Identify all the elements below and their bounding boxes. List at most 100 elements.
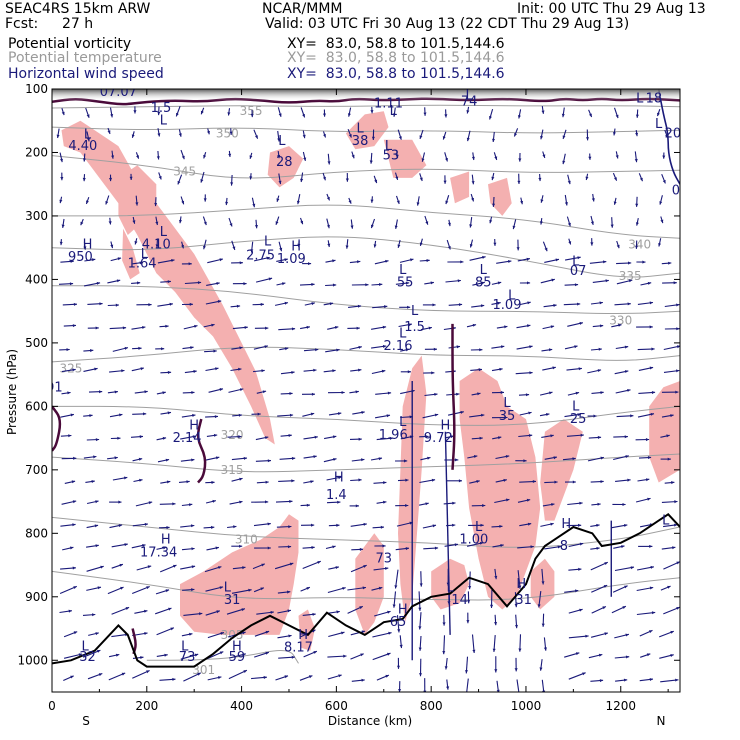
wind-arrow-head-282: [599, 324, 604, 328]
extremum-value-45: 25: [570, 412, 587, 427]
wind-arrow-head-638: [399, 644, 403, 649]
wind-arrow-head-670: [539, 667, 543, 671]
wind-arrow-head-99: [567, 180, 571, 185]
wind-arrow-head-545: [672, 546, 676, 550]
wind-arrow-head-487: [526, 498, 531, 502]
extremum-value-32: 85: [475, 276, 492, 291]
wind-arrow-head-112: [252, 203, 256, 208]
wind-arrow-head-559: [385, 567, 389, 570]
wind-arrow-head-388: [650, 412, 654, 416]
wind-arrow-head-427: [333, 458, 337, 461]
wind-arrow-head-246: [357, 304, 362, 308]
wind-arrow-head-488: [551, 503, 555, 506]
wind-arrow-head-430: [404, 459, 408, 463]
wind-arrow-head-547: [100, 565, 104, 569]
wind-arrow-head-475: [239, 500, 243, 504]
wind-arrow-head-23: [615, 114, 619, 119]
wind-arrow-head-521: [95, 544, 99, 548]
wind-arrow-head-456: [405, 478, 409, 482]
wind-arrow-head-191: [284, 258, 288, 262]
theta-contour-315: [52, 453, 680, 473]
extremum-value-62: 31: [224, 593, 241, 608]
wind-arrow-head-125: [564, 202, 568, 206]
wind-arrow-head-700: [649, 678, 653, 681]
wind-arrow-head-274: [408, 323, 412, 327]
wind-arrow-head-529: [287, 545, 292, 549]
field-2-name: Potential temperature: [8, 50, 162, 66]
wind-arrow-head-15: [423, 112, 427, 116]
wind-arrow-head-26: [56, 134, 60, 138]
wind-arrow-head-618: [541, 623, 545, 627]
wind-arrow-head-519: [674, 523, 678, 527]
wind-arrow-head-289: [138, 346, 142, 350]
wind-arrow-head-656: [219, 651, 224, 655]
pv-shade-region-11: [649, 381, 680, 483]
wind-arrow-head-14: [392, 113, 396, 117]
y-tick-label-500: 500: [25, 336, 48, 350]
theta-label-340: 340: [628, 238, 651, 252]
x-axis-title: Distance (km): [328, 714, 412, 728]
wind-arrow-head-350: [355, 390, 359, 394]
wind-arrow-head-209: [96, 281, 101, 285]
fcst-value: 27 h: [62, 16, 94, 32]
wind-arrow-head-25: [657, 112, 660, 117]
wind-arrow-head-649: [670, 630, 674, 634]
wind-arrow-shaft-640: [443, 635, 446, 655]
wind-arrow-head-137: [229, 223, 233, 227]
wind-arrow-head-94: [443, 180, 447, 184]
wind-arrow-head-89: [323, 176, 326, 181]
wind-arrow-head-368: [167, 411, 171, 415]
theta-contour-345: [52, 155, 680, 179]
wind-arrow-head-235: [99, 302, 103, 306]
wind-arrow-head-255: [577, 302, 581, 306]
wind-arrow-head-642: [492, 648, 496, 652]
wind-arrow-head-599: [92, 613, 96, 617]
wind-arrow-head-6: [200, 110, 204, 115]
wind-arrow-head-97: [517, 180, 521, 184]
wind-arrow-head-217: [282, 282, 286, 286]
wind-arrow-head-541: [579, 542, 584, 546]
wind-arrow-head-198: [460, 260, 464, 264]
wind-arrow-head-674: [646, 653, 651, 657]
wind-arrow-head-661: [343, 654, 347, 658]
theta-label-320: 320: [221, 428, 244, 442]
wind-arrow-head-342: [162, 391, 166, 395]
wind-arrow-head-360: [600, 391, 604, 395]
y-tick-label-400: 400: [25, 272, 48, 286]
wind-arrow-head-525: [191, 547, 195, 551]
wind-arrow-head-399: [288, 434, 292, 437]
wind-arrow-head-645: [585, 634, 589, 638]
wind-arrow-head-106: [105, 201, 109, 205]
wind-arrow-head-669: [514, 668, 518, 672]
wind-arrow-head-143: [370, 224, 374, 229]
extremum-value-15: 18: [646, 92, 663, 107]
wind-arrow-head-389: [670, 414, 674, 418]
wind-arrow-head-391: [95, 438, 100, 442]
plot-frame: [51, 88, 681, 693]
wind-arrow-head-375: [337, 412, 342, 416]
wind-arrow-head-686: [308, 675, 313, 679]
wind-arrow-head-320: [261, 369, 265, 373]
wind-arrow-head-157: [83, 246, 87, 250]
wind-arrow-head-606: [270, 610, 274, 614]
wind-arrow-head-223: [430, 281, 434, 285]
wind-arrow-head-332: [552, 366, 556, 370]
wind-arrow-head-382: [504, 416, 508, 420]
wind-arrow-head-636: [361, 630, 366, 634]
wind-arrow-head-577: [191, 588, 195, 592]
wind-arrow-head-121: [471, 197, 474, 202]
wind-arrow-head-692: [446, 686, 450, 690]
wind-arrow-head-107: [135, 202, 139, 206]
wind-arrow-head-584: [362, 586, 366, 590]
wind-arrow-head-597: [667, 585, 671, 589]
wind-arrow-head-531: [332, 545, 336, 549]
wind-arrow-head-662: [360, 653, 364, 657]
wind-arrow-head-305: [529, 345, 533, 349]
wind-arrow-head-224: [457, 279, 461, 283]
wind-arrow-shaft-637: [372, 632, 392, 638]
wind-arrow-head-116: [348, 200, 352, 204]
wind-arrow-head-47: [562, 135, 566, 139]
wind-arrow-head-550: [173, 564, 177, 568]
wind-arrow-head-229: [574, 283, 579, 287]
